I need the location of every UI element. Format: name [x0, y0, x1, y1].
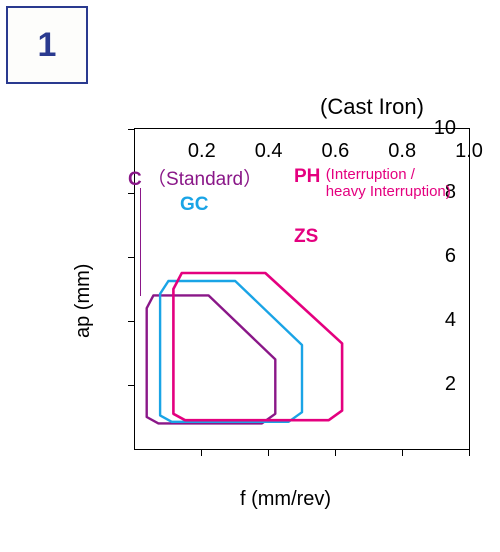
- x-tick-label: 1.0: [444, 140, 494, 163]
- y-tick-label: 4: [416, 309, 456, 332]
- x-tick-label: 0.2: [177, 140, 227, 163]
- region-c: [147, 295, 276, 423]
- y-tick-label: 10: [416, 117, 456, 140]
- x-tick-label: 0.6: [310, 140, 360, 163]
- y-tick-label: 6: [416, 245, 456, 268]
- series-label-gc: GC: [180, 194, 209, 216]
- x-tick-label: 0.8: [377, 140, 427, 163]
- region-gc: [160, 281, 302, 422]
- x-tick-label: 0.4: [244, 140, 294, 163]
- chart-subtitle: (Cast Iron): [320, 94, 424, 120]
- series-label-zs: ZS: [294, 226, 318, 248]
- y-tick-label: 2: [416, 373, 456, 396]
- figure-tag-number: 1: [38, 26, 57, 65]
- y-axis-label: ap (mm): [72, 264, 95, 338]
- series-label-ph: PH (Interruption / heavy Interruption): [294, 166, 451, 201]
- series-c-leader-line: [140, 188, 141, 296]
- x-axis-label: f (mm/rev): [240, 488, 331, 511]
- series-label-c: C （Standard）: [128, 164, 262, 191]
- figure-tag: 1: [6, 6, 88, 84]
